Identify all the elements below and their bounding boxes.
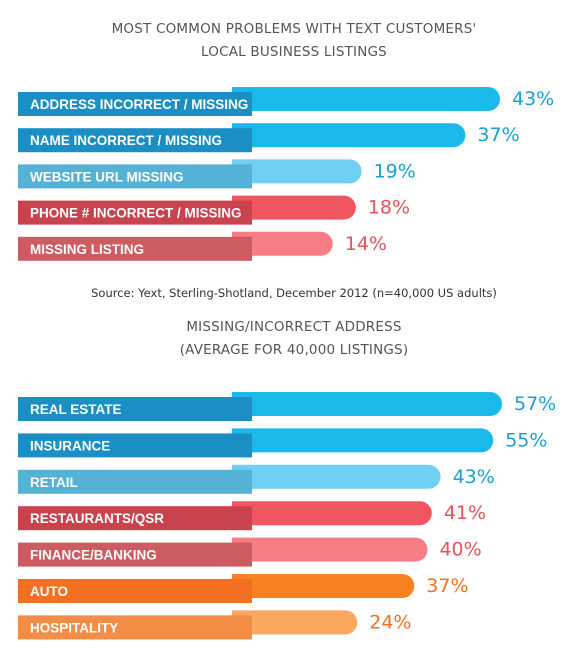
chart-1-value-label: 14% xyxy=(345,233,387,255)
chart-2-bar xyxy=(232,392,502,416)
chart-2-label-box xyxy=(18,579,252,603)
chart-2-category-label: REAL ESTATE xyxy=(30,402,122,417)
chart-2-value-label: 41% xyxy=(444,502,486,524)
chart-2-bar xyxy=(232,537,428,562)
chart-2-category-label: RESTAURANTS/QSR xyxy=(30,511,164,526)
chart-2-category-label: RETAIL xyxy=(30,475,78,490)
chart-2-bar xyxy=(232,501,432,526)
chart-1-label-box xyxy=(18,200,252,225)
chart-2-value-label: 37% xyxy=(426,575,468,597)
chart-2-bar xyxy=(232,464,441,489)
chart-2-category-label: AUTO xyxy=(30,584,68,599)
chart-2-label-box xyxy=(18,542,252,567)
chart-1-label-box xyxy=(18,128,252,153)
chart-1-value-label: 18% xyxy=(368,197,410,219)
chart-1-category-label: WEBSITE URL MISSING xyxy=(30,169,184,184)
chart-1-label-box xyxy=(18,236,252,261)
chart-2-title-line-2: (AVERAGE FOR 40,000 LISTINGS) xyxy=(179,342,409,358)
source-note: Source: Yext, Sterling-Shotland, Decembe… xyxy=(91,286,497,300)
chart-1-label-box xyxy=(18,92,252,116)
chart-2-title: MISSING/INCORRECT ADDRESS (AVERAGE FOR 4… xyxy=(0,316,588,362)
chart-2-bar xyxy=(232,610,358,635)
chart-2-value-label: 24% xyxy=(369,611,411,633)
chart-2-category-label: INSURANCE xyxy=(30,438,110,453)
chart-2-label-box xyxy=(18,469,252,494)
chart-1-title-line-1: MOST COMMON PROBLEMS WITH TEXT CUSTOMERS… xyxy=(111,21,477,37)
chart-1-bar xyxy=(232,87,500,111)
chart-1-value-label: 37% xyxy=(477,124,519,146)
chart-1-value-label: 43% xyxy=(512,88,554,110)
chart-2-bar xyxy=(232,574,415,598)
chart-2-label-box xyxy=(18,397,252,421)
chart-2-category-label: HOSPITALITY xyxy=(30,620,118,635)
chart-1-title: MOST COMMON PROBLEMS WITH TEXT CUSTOMERS… xyxy=(0,18,588,64)
chart-1-bar xyxy=(232,123,466,148)
chart-1-bar xyxy=(232,231,333,256)
chart-2-label-box xyxy=(18,433,252,458)
chart-2-bar xyxy=(232,428,494,453)
chart-1-category-label: NAME INCORRECT / MISSING xyxy=(30,133,222,148)
chart-1-bar xyxy=(232,159,362,184)
chart-2-value-label: 55% xyxy=(505,429,547,451)
chart-1-title-line-2: LOCAL BUSINESS LISTINGS xyxy=(201,44,387,60)
chart-2-value-label: 40% xyxy=(439,539,481,561)
chart-2-label-box xyxy=(18,615,252,640)
chart-1-category-label: PHONE # INCORRECT / MISSING xyxy=(30,206,242,221)
chart-2-value-label: 43% xyxy=(453,466,495,488)
chart-1-category-label: MISSING LISTING xyxy=(30,242,144,257)
chart-2-value-label: 57% xyxy=(514,393,556,415)
chart-2-title-line-1: MISSING/INCORRECT ADDRESS xyxy=(186,319,402,335)
chart-1-label-box xyxy=(18,164,252,189)
chart-2-category-label: FINANCE/BANKING xyxy=(30,548,157,563)
chart-1-bar xyxy=(232,195,356,220)
chart-1-value-label: 19% xyxy=(374,160,416,182)
chart-2-label-box xyxy=(18,506,252,531)
chart-1-category-label: ADDRESS INCORRECT / MISSING xyxy=(30,97,248,112)
